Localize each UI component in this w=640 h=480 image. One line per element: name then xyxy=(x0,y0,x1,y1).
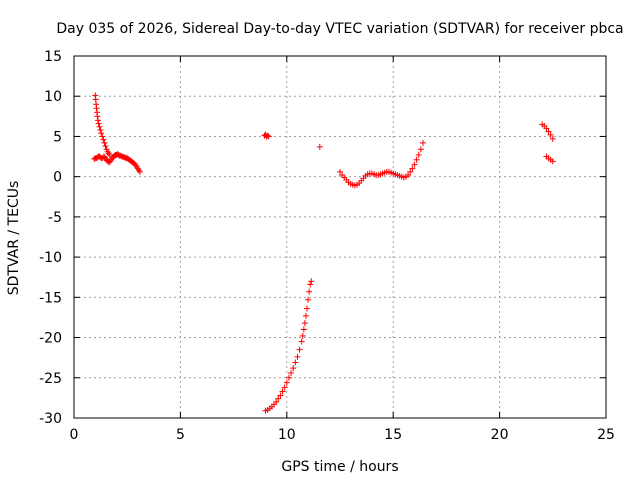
data-point xyxy=(301,320,308,327)
data-point xyxy=(417,146,424,153)
data-point xyxy=(413,156,420,163)
data-point xyxy=(305,296,312,303)
y-tick-label: -20 xyxy=(39,331,62,347)
plot-frame xyxy=(73,55,607,419)
data-point xyxy=(307,281,314,288)
data-point xyxy=(136,168,143,175)
data-point xyxy=(101,139,108,146)
data-point xyxy=(419,139,426,146)
x-tick-label: 15 xyxy=(384,427,402,443)
grid xyxy=(74,56,606,418)
data-point xyxy=(292,359,299,366)
data-point xyxy=(265,133,272,140)
data-point xyxy=(545,128,552,135)
data-point xyxy=(285,374,292,381)
x-tick-label: 20 xyxy=(491,427,509,443)
data-point xyxy=(405,172,412,179)
data-point xyxy=(415,151,422,158)
data-point xyxy=(281,384,288,391)
chart-title: Day 035 of 2026, Sidereal Day-to-day VTE… xyxy=(56,21,623,37)
data-point xyxy=(409,165,416,172)
y-tick-label: -15 xyxy=(39,290,62,306)
data-point xyxy=(298,338,305,345)
y-tick-label: -5 xyxy=(48,210,62,226)
data-point xyxy=(543,125,550,132)
data-point xyxy=(95,120,102,127)
data-point xyxy=(337,168,343,175)
data-point xyxy=(302,312,309,319)
x-tick-label: 10 xyxy=(278,427,296,443)
data-point xyxy=(102,143,109,150)
y-tick-label: -25 xyxy=(39,371,62,387)
y-tick-label: 15 xyxy=(44,49,62,65)
y-tick-label: -30 xyxy=(39,411,62,427)
y-axis-label: SDTVAR / TECUs xyxy=(6,181,22,296)
data-point xyxy=(294,353,301,360)
y-tick-label: 10 xyxy=(44,89,62,105)
data-point xyxy=(288,369,295,376)
data-point xyxy=(96,123,103,130)
data-point xyxy=(299,332,306,339)
x-axis-label: GPS time / hours xyxy=(281,459,398,475)
x-tick-label: 5 xyxy=(176,427,185,443)
data-point xyxy=(411,161,418,168)
data-point xyxy=(300,326,307,333)
data-point xyxy=(95,117,102,124)
data-point xyxy=(549,135,556,142)
data-point xyxy=(296,346,303,353)
y-tick-label: 0 xyxy=(53,170,62,186)
data-point xyxy=(100,136,107,143)
data-point xyxy=(547,131,554,138)
data-point xyxy=(407,168,414,175)
y-tick-label: 5 xyxy=(53,129,62,145)
data-point xyxy=(106,151,113,158)
data-point xyxy=(290,365,297,372)
data-point xyxy=(308,278,315,285)
data-point xyxy=(549,158,556,165)
data-point xyxy=(275,395,282,402)
data-point xyxy=(304,305,311,312)
x-tick-label: 0 xyxy=(70,427,79,443)
data-point xyxy=(99,133,106,140)
data-point xyxy=(277,392,284,399)
data-point xyxy=(279,388,286,395)
x-tick-label: 25 xyxy=(597,427,615,443)
data-point xyxy=(273,398,280,405)
data-point xyxy=(94,113,101,120)
axes: 0 5 10 15 20 25 15 10 5 0 -5 -10 -15 -20 -25 -30 xyxy=(39,49,615,443)
data-point xyxy=(306,288,313,295)
data-point xyxy=(98,130,105,137)
data-point xyxy=(283,379,290,386)
data-point xyxy=(316,143,323,150)
y-tick-label: -10 xyxy=(39,250,62,266)
data-points xyxy=(91,92,556,414)
data-point xyxy=(264,132,271,139)
data-point xyxy=(97,127,104,134)
